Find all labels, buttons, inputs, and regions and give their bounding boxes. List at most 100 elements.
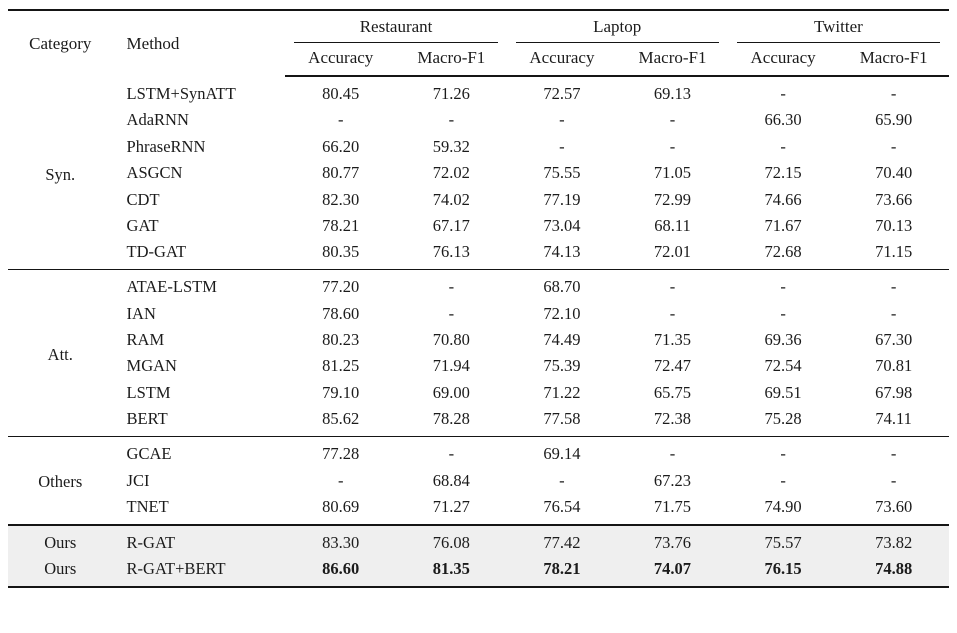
value-cell: 80.45 (322, 84, 360, 103)
method-cell: BERT (126, 409, 168, 429)
value-cell: 69.36 (764, 330, 802, 349)
table-row: Ours R-GAT+BERT 86.60 81.35 78.21 74.07 76.15 7… (8, 556, 949, 588)
value-cell: 80.23 (322, 330, 360, 349)
value-cell: 73.66 (875, 189, 913, 209)
value-cell: - (448, 110, 455, 130)
value-cell: 69.51 (764, 382, 802, 402)
value-cell: 77.28 (285, 436, 397, 468)
value-cell: - (396, 436, 507, 468)
value-cell: 72.01 (653, 242, 692, 262)
value-cell: 59.32 (432, 136, 470, 156)
group-header-laptop: Laptop (507, 10, 728, 43)
method-cell: LSTM+SynATT (126, 83, 236, 103)
value-cell: - (727, 269, 839, 301)
value-cell: - (727, 436, 839, 468)
value-cell: 75.39 (543, 356, 581, 376)
value-cell: 77.58 (543, 409, 581, 429)
value-cell: 65.75 (653, 382, 692, 402)
category-cell: Syn. (45, 164, 76, 184)
table-row: RAM 80.23 70.80 74.49 71.35 69.36 67.30 (8, 327, 949, 353)
value-cell: 72.38 (653, 409, 692, 429)
value-cell: 74.13 (543, 242, 581, 262)
value-cell: - (838, 436, 949, 468)
method-cell: CDT (126, 189, 160, 209)
table-row: Syn. LSTM+SynATT 80.45 71.26 72.57 69.13 - - (8, 76, 949, 184)
category-cell: Others (8, 436, 113, 525)
method-cell: ASGCN (126, 163, 183, 183)
value-cell: 68.84 (432, 470, 470, 490)
method-cell: R-GAT (112, 523, 286, 557)
value-cell: 70.13 (875, 215, 913, 235)
value-cell: 72.15 (764, 163, 802, 183)
table-row: TNET 80.69 71.27 76.54 71.75 74.90 73.60 (8, 494, 949, 525)
method-cell: GCAE (112, 436, 286, 468)
group-header-twitter: Twitter (728, 10, 949, 43)
value-cell: 77.42 (506, 523, 618, 557)
value-cell: - (617, 436, 728, 468)
value-cell: 75.55 (543, 163, 581, 183)
value-cell: 83.30 (285, 523, 397, 557)
value-cell: 71.27 (432, 496, 470, 516)
column-header-method: Method (126, 33, 180, 53)
value-cell: 74.02 (432, 189, 470, 209)
value-cell: 69.00 (432, 382, 470, 402)
value-cell: 73.04 (543, 215, 581, 235)
value-cell: 74.11 (875, 409, 912, 429)
method-cell: GAT (126, 215, 159, 235)
table-row: CDT 82.30 74.02 77.19 72.99 74.66 73.66 (8, 186, 949, 212)
group-header-label: Laptop (515, 17, 719, 43)
table-row: IAN 78.60 - 72.10 - - - (8, 300, 949, 326)
value-cell: - (780, 136, 786, 156)
value-cell: 65.90 (875, 110, 913, 130)
value-cell: - (890, 84, 897, 103)
group-header-restaurant: Restaurant (285, 10, 506, 43)
value-cell: 72.02 (432, 163, 470, 183)
table-row: AdaRNN - - - - 66.30 65.90 (8, 107, 949, 133)
column-header-restaurant-accuracy: Accuracy (285, 43, 397, 77)
value-cell: 73.76 (617, 523, 728, 557)
table-row: BERT 85.62 78.28 77.58 72.38 75.28 74.11 (8, 406, 949, 437)
value-cell: 67.98 (875, 382, 913, 402)
value-cell: 78.60 (322, 303, 360, 323)
value-cell: 72.57 (543, 84, 581, 103)
value-cell: - (838, 269, 949, 301)
method-cell: MGAN (126, 356, 177, 376)
value-cell: 78.21 (543, 559, 581, 579)
value-cell: 69.13 (653, 84, 692, 103)
value-cell: - (617, 269, 728, 301)
value-cell: 75.57 (727, 523, 839, 557)
method-cell: TD-GAT (126, 242, 187, 262)
value-cell: 80.69 (322, 496, 360, 516)
value-cell: 86.60 (322, 559, 360, 579)
value-cell: 74.88 (875, 559, 913, 579)
sub-header-row: Accuracy Macro-F1 Accuracy Macro-F1 Accu… (8, 43, 949, 77)
group-header-row: Category Method Restaurant Laptop Twitte… (8, 10, 949, 53)
value-cell: 72.47 (653, 356, 692, 376)
value-cell: - (669, 136, 676, 156)
group-header-label: Twitter (736, 17, 940, 43)
category-cell: Ours (44, 559, 77, 579)
value-cell: 80.77 (322, 163, 360, 183)
method-cell: R-GAT+BERT (126, 559, 226, 579)
value-cell: - (780, 470, 786, 490)
value-cell: 67.23 (653, 470, 692, 490)
value-cell: - (337, 110, 344, 130)
table-row: Others GCAE 77.28-69.14- - - (8, 436, 949, 525)
value-cell: - (890, 470, 897, 490)
value-cell: 70.40 (875, 163, 913, 183)
results-table: Category Method Restaurant Laptop Twitte… (8, 9, 949, 589)
table-row: PhraseRNN 66.20 59.32 - - - - (8, 134, 949, 160)
value-cell: 66.20 (322, 136, 360, 156)
value-cell: - (559, 110, 565, 130)
value-cell: 71.26 (432, 84, 470, 103)
method-cell: TNET (126, 496, 169, 516)
method-cell: LSTM (126, 382, 171, 402)
value-cell: 72.68 (764, 242, 802, 262)
table-row: LSTM 79.10 69.00 71.22 65.75 69.51 67.98 (8, 380, 949, 406)
value-cell: - (669, 110, 676, 130)
value-cell: - (669, 303, 676, 323)
method-cell: RAM (126, 330, 165, 349)
value-cell: 71.67 (764, 215, 802, 235)
method-cell: AdaRNN (126, 110, 189, 130)
value-cell: 82.30 (322, 189, 360, 209)
